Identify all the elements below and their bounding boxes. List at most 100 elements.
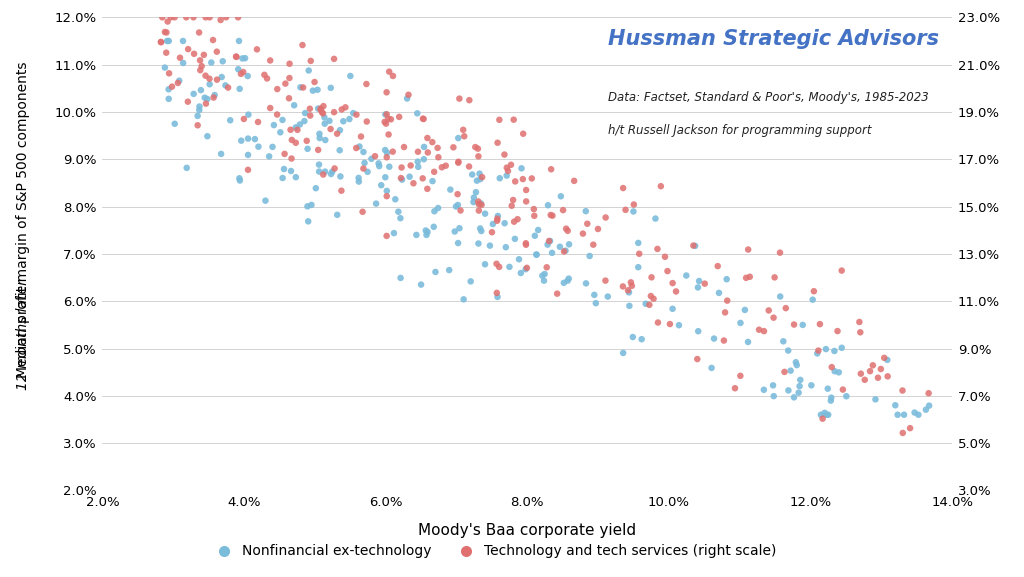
Point — [465, 197, 481, 207]
Point — [300, 66, 316, 75]
Point — [359, 167, 376, 177]
Point — [415, 114, 431, 123]
Point — [515, 174, 531, 183]
Point — [332, 145, 348, 155]
Point — [379, 186, 395, 196]
Point — [805, 295, 821, 304]
Point — [766, 273, 782, 282]
Point — [230, 65, 247, 74]
Point — [580, 219, 596, 228]
Point — [488, 288, 505, 298]
Point — [853, 369, 869, 379]
Point — [434, 163, 451, 172]
Point — [506, 115, 522, 124]
Point — [515, 129, 531, 138]
Point — [450, 190, 466, 199]
Point — [399, 94, 416, 103]
Point — [490, 263, 507, 272]
Point — [518, 239, 535, 248]
Point — [175, 58, 191, 68]
Point — [470, 144, 486, 153]
Point — [212, 16, 228, 25]
Point — [296, 117, 312, 126]
Point — [813, 410, 829, 419]
Point — [659, 267, 676, 276]
Point — [341, 114, 357, 123]
Point — [378, 119, 394, 128]
Point — [178, 13, 195, 22]
Point — [191, 56, 208, 65]
Point — [872, 365, 889, 374]
Point — [650, 318, 667, 327]
Point — [350, 173, 367, 182]
Point — [727, 384, 743, 393]
Point — [634, 335, 650, 344]
Point — [199, 95, 215, 104]
Point — [507, 234, 523, 243]
Point — [614, 282, 631, 291]
Point — [259, 74, 275, 83]
Point — [615, 183, 632, 193]
Point — [178, 163, 195, 173]
Point — [410, 147, 426, 156]
Point — [288, 138, 304, 147]
Point — [228, 52, 245, 61]
Point — [383, 115, 399, 124]
Point — [643, 273, 659, 282]
Point — [818, 344, 835, 354]
Point — [324, 167, 340, 176]
Point — [472, 224, 488, 233]
Point — [472, 174, 488, 183]
Point — [302, 104, 318, 113]
Point — [415, 174, 431, 183]
Point — [222, 115, 239, 125]
Point — [303, 200, 319, 209]
Point — [191, 102, 208, 111]
Point — [504, 201, 520, 211]
Point — [507, 177, 523, 186]
Point — [194, 62, 210, 71]
Point — [400, 90, 417, 99]
Point — [555, 205, 571, 215]
Point — [689, 354, 706, 364]
Point — [368, 199, 384, 208]
Point — [835, 385, 851, 394]
Point — [300, 217, 316, 226]
Point — [542, 237, 558, 246]
Point — [284, 136, 300, 145]
Point — [451, 133, 467, 143]
Point — [528, 250, 545, 259]
Point — [782, 366, 799, 375]
Point — [373, 181, 389, 190]
Point — [441, 265, 458, 275]
Point — [829, 327, 846, 336]
Point — [379, 148, 395, 158]
Point — [736, 305, 753, 314]
Point — [732, 371, 749, 380]
Point — [185, 89, 202, 99]
Point — [852, 328, 868, 337]
Point — [391, 113, 408, 122]
Point — [751, 325, 767, 334]
Point — [545, 211, 561, 220]
Point — [278, 79, 294, 88]
Point — [489, 293, 506, 302]
Point — [509, 215, 525, 224]
Point — [717, 308, 733, 317]
Point — [455, 125, 471, 134]
Point — [283, 166, 299, 175]
Point — [706, 334, 722, 343]
Point — [262, 103, 279, 113]
Point — [323, 125, 339, 134]
Point — [206, 93, 222, 102]
Point — [289, 125, 305, 134]
Point — [756, 385, 772, 395]
Point — [377, 110, 393, 119]
Point — [834, 343, 850, 353]
Point — [738, 273, 755, 283]
Point — [416, 114, 432, 123]
Point — [437, 161, 454, 170]
Point — [864, 361, 881, 370]
Point — [716, 336, 732, 345]
Point — [390, 207, 407, 216]
